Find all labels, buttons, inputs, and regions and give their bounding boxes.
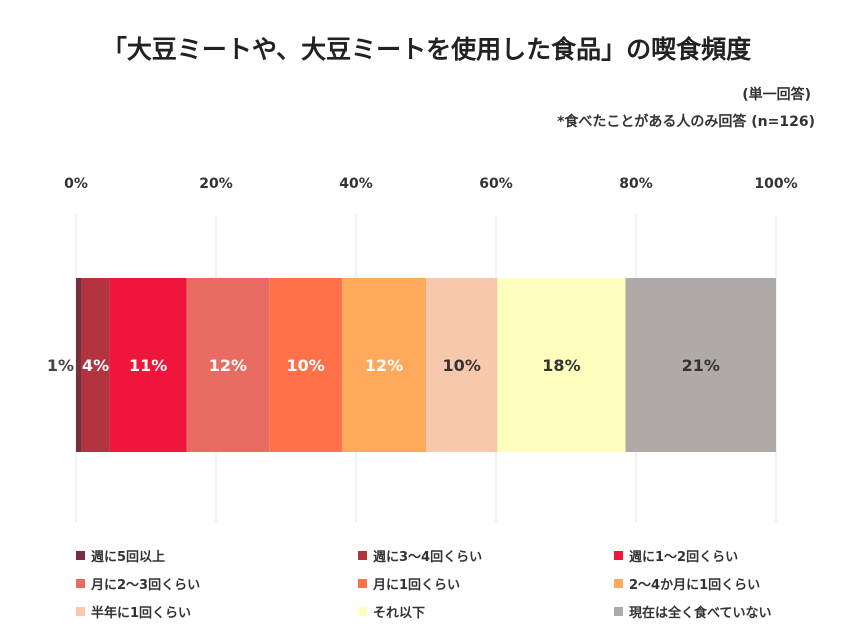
bar-segment: [186, 278, 270, 452]
tick-label: 0%: [64, 176, 88, 192]
legend-swatch: [76, 551, 85, 560]
data-label: 21%: [682, 356, 720, 375]
bar-segment: [76, 278, 82, 452]
legend-swatch: [614, 607, 623, 616]
legend-swatch: [76, 579, 85, 588]
tick-label: 60%: [479, 176, 513, 192]
chart-subtitle-sample-note: *食べたことがある人のみ回答 (n=126): [557, 114, 815, 130]
legend-label: 月に1回くらい: [373, 578, 461, 593]
tick-label: 20%: [199, 176, 233, 192]
legend-item: 月に2〜3回くらい: [76, 574, 200, 593]
tick-label: 100%: [754, 176, 797, 192]
legend-swatch: [614, 551, 623, 560]
data-label: 11%: [129, 356, 167, 375]
legend-item: 月に1回くらい: [358, 574, 460, 593]
legend-label: 週に3〜4回くらい: [373, 550, 483, 565]
bar-segment: [269, 278, 342, 452]
legend-item: 週に1〜2回くらい: [614, 546, 738, 565]
data-label: 10%: [286, 356, 324, 375]
legend-label: 月に2〜3回くらい: [91, 578, 201, 593]
legend-item: 現在は全く食べていない: [614, 602, 771, 621]
tick-label: 40%: [339, 176, 373, 192]
legend-label: 週に1〜2回くらい: [629, 550, 739, 565]
legend-label: 半年に1回くらい: [91, 606, 192, 621]
legend-item: それ以下: [358, 602, 425, 621]
bar-segment: [497, 278, 626, 452]
data-label: 1%: [47, 356, 74, 375]
legend-swatch: [358, 579, 367, 588]
data-label: 4%: [82, 356, 109, 375]
data-label: 10%: [443, 356, 481, 375]
legend-item: 週に5回以上: [76, 546, 165, 565]
data-label: 18%: [542, 356, 580, 375]
legend-label: 2〜4か月に1回くらい: [629, 578, 761, 593]
bar-segment: [342, 278, 426, 452]
bar-segment: [109, 278, 187, 452]
legend-swatch: [358, 551, 367, 560]
legend-label: 現在は全く食べていない: [629, 606, 772, 621]
bar-segment: [81, 278, 110, 452]
chart-title: 「大豆ミートや、大豆ミートを使用した食品」の喫食頻度: [101, 35, 752, 64]
legend-label: それ以下: [373, 606, 426, 621]
legend-label: 週に5回以上: [91, 550, 166, 565]
legend-swatch: [614, 579, 623, 588]
tick-label: 80%: [619, 176, 653, 192]
legend-item: 2〜4か月に1回くらい: [614, 574, 760, 593]
legend-item: 週に3〜4回くらい: [358, 546, 482, 565]
bar-segment: [426, 278, 498, 452]
legend-swatch: [76, 607, 85, 616]
chart-subtitle-answer-type: (単一回答): [742, 87, 811, 103]
data-label: 12%: [209, 356, 247, 375]
bar-segment: [625, 278, 776, 452]
legend-swatch: [358, 607, 367, 616]
data-label: 12%: [365, 356, 403, 375]
legend-item: 半年に1回くらい: [76, 602, 191, 621]
